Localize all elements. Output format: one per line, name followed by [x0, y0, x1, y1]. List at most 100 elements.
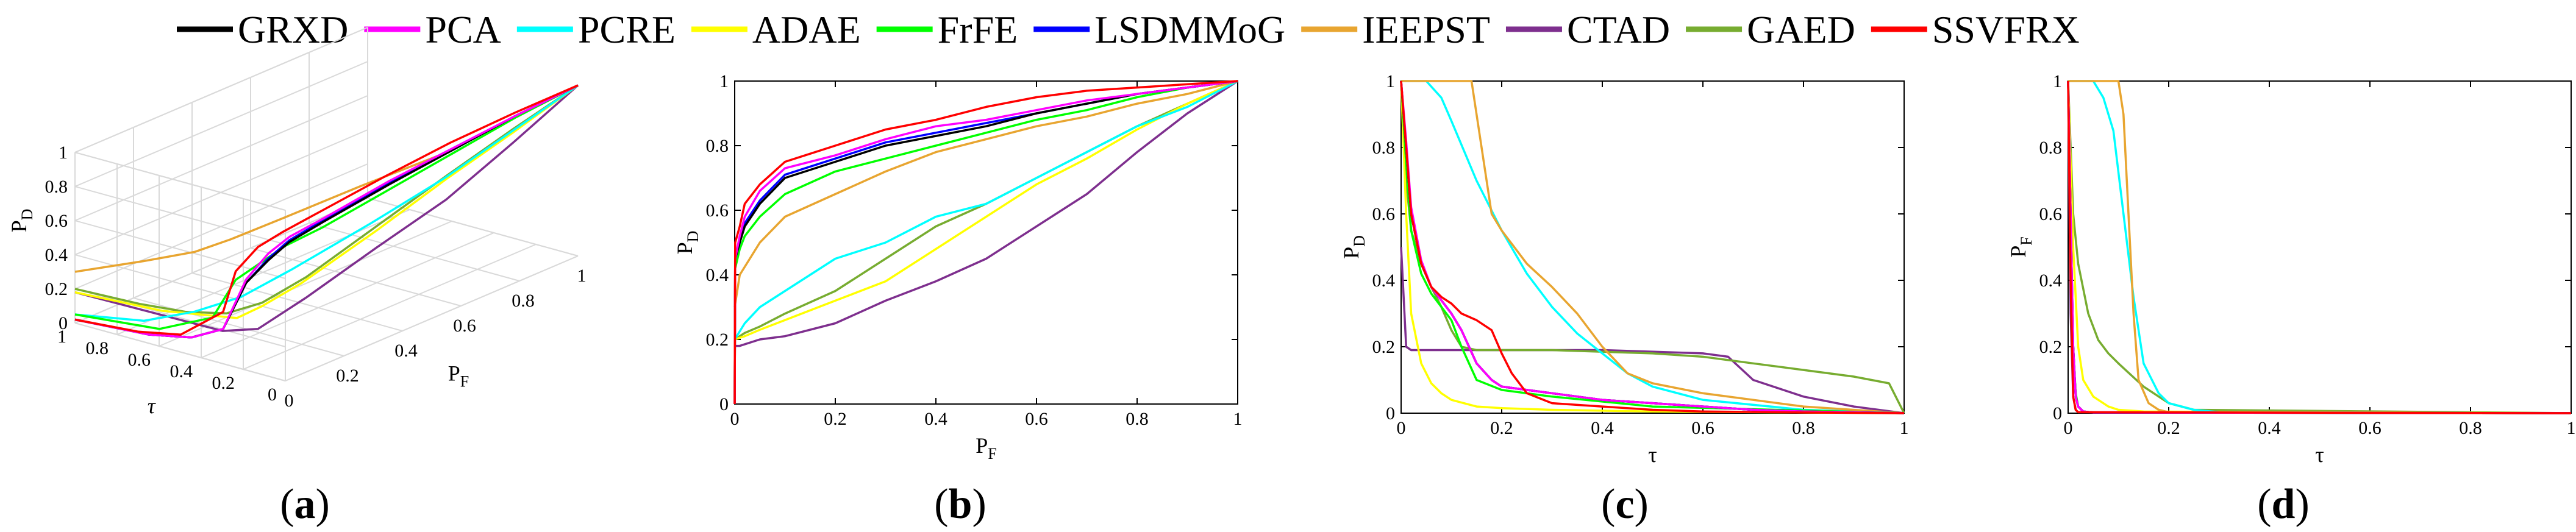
x-tick-label: 0.2: [2157, 418, 2180, 438]
y-tick-label: 1: [57, 327, 66, 347]
y-axis-label: PF: [2006, 236, 2035, 258]
y-axis-label: PD: [1339, 235, 1368, 259]
legend-label-pca: PCA: [425, 8, 501, 51]
z-tick-label: 0: [59, 313, 68, 333]
x-tick-label: 0.8: [2459, 418, 2482, 438]
series-line-adae: [734, 80, 1238, 341]
x-tick-label: 0.6: [1025, 409, 1048, 429]
x-tick-label: 0.6: [1691, 418, 1714, 438]
caption-a: (a): [280, 481, 330, 528]
grid-line: [74, 186, 286, 245]
legend-label-ctad: CTAD: [1567, 8, 1670, 51]
grid-line: [116, 209, 410, 335]
series-line-pca: [733, 80, 1238, 405]
panel-c-pd-vs-tau-plot: 0 0.2 0.4 0.6 0.8 1 0 0.2 0.4 0.6 0.8 1 τ PD: [1339, 71, 1909, 467]
series-line-frfe: [1400, 80, 1905, 414]
y-tick-label: 0: [719, 394, 729, 414]
x-axis-label: τ: [2315, 442, 2324, 467]
x-tick-label: 0.8: [1126, 409, 1149, 429]
series-line-pcre: [74, 84, 579, 322]
z-tick-label: 0.8: [45, 177, 68, 197]
caption-c: (c): [1601, 481, 1649, 528]
y-tick-label: 0: [2053, 403, 2062, 424]
series-line-ieepst: [733, 80, 1238, 308]
series-line-pca: [74, 84, 579, 339]
y-tick-label: 0.4: [170, 361, 193, 381]
x-tick-label: 0: [1397, 418, 1406, 438]
x-tick-label: 0.4: [394, 341, 418, 361]
x-tick-label: 0: [2064, 418, 2073, 438]
y-tick-label: 0.8: [706, 136, 729, 156]
box-edge: [74, 152, 286, 211]
x-tick-label: 1: [1900, 418, 1909, 438]
series-line-pcre: [1401, 80, 1905, 414]
series-line-ssvfrx: [74, 84, 579, 336]
x-tick-label: 1: [1233, 409, 1243, 429]
x-tick-label: 0.4: [2258, 418, 2281, 438]
series-line-grxd: [733, 80, 1238, 405]
y-tick-label: 0: [1386, 403, 1395, 424]
legend-label-gaed: GAED: [1747, 8, 1855, 51]
y-tick-label: 0.6: [128, 350, 151, 370]
z-tick-label: 0.4: [45, 245, 68, 265]
z-tick-label: 0.2: [45, 279, 68, 299]
y-tick-label: 0.2: [212, 373, 235, 393]
y-tick-label: 0.4: [706, 265, 729, 285]
y-tick-label: 0.2: [1372, 337, 1396, 357]
z-axis-label: PD: [7, 209, 36, 233]
y-axis-label: τ: [148, 394, 156, 418]
series-line-ssvfrx: [2067, 80, 2572, 414]
x-tick-label: 0: [730, 409, 740, 429]
grid-line: [309, 222, 520, 282]
grid-line: [201, 232, 494, 358]
legend-label-ssvfrx: SSVFRX: [1932, 8, 2080, 51]
y-tick-label: 0.8: [1372, 138, 1396, 158]
y-tick-label: 0: [268, 385, 277, 405]
series-line-pcre: [2068, 80, 2572, 414]
x-tick-label: 0.4: [1591, 418, 1614, 438]
x-tick-label: 0.2: [336, 366, 359, 386]
panel-a-3d-plot: 00.20.40.60.8110.80.60.40.2000.20.40.60.…: [7, 27, 587, 418]
series-line-ssvfrx: [1400, 80, 1905, 414]
panel-d-pf-vs-tau-plot: 0 0.2 0.4 0.6 0.8 1 0 0.2 0.4 0.6 0.8 1 τ PF: [2006, 71, 2576, 467]
y-tick-label: 0.6: [706, 200, 729, 221]
x-tick-label: 0.4: [924, 409, 947, 429]
legend: GRXD PCA PCRE ADAE FrFE LSDMMoG IEEPST CTAD GAED…: [177, 8, 2080, 51]
box-edge: [74, 322, 286, 381]
series-line-pca: [1400, 80, 1905, 414]
x-tick-label: 0.6: [2358, 418, 2382, 438]
box-edge: [74, 27, 368, 153]
series-line-ctad: [735, 80, 1238, 347]
series-line-adae: [1400, 80, 1905, 414]
legend-label-adae: ADAE: [752, 8, 861, 51]
caption-b: (b): [934, 481, 987, 528]
y-tick-label: 0.8: [2039, 138, 2063, 158]
y-tick-label: 0.8: [86, 338, 109, 358]
grid-line: [74, 61, 368, 187]
series-line-lsdmmog: [733, 80, 1238, 405]
series-line-pcre: [733, 80, 1238, 340]
y-tick-label: 1: [719, 71, 729, 91]
y-tick-label: 0.2: [2039, 337, 2063, 357]
y-tick-label: 1: [2053, 71, 2062, 91]
x-tick-label: 1: [577, 266, 587, 286]
y-tick-label: 1: [1386, 71, 1395, 91]
grid-line: [191, 272, 403, 332]
x-tick-label: 0.2: [824, 409, 847, 429]
y-tick-label: 0.6: [2039, 204, 2063, 224]
series-line-ssvfrx: [733, 80, 1238, 405]
series-line-ieepst: [1401, 80, 1905, 414]
x-axis-label: PF: [976, 433, 997, 463]
grid-line: [133, 297, 344, 356]
y-tick-label: 0.2: [706, 330, 729, 350]
series-line-ctad: [74, 84, 579, 332]
z-tick-label: 0.6: [45, 211, 68, 231]
series-line-ieepst: [2068, 80, 2572, 414]
grid-line: [74, 254, 286, 313]
x-tick-label: 0.8: [1792, 418, 1815, 438]
panel-b-roc-plot: 0 0.2 0.4 0.6 0.8 1 0 0.2 0.4 0.6 0.8 1 PF PD: [673, 71, 1243, 463]
x-tick-label: 0: [285, 391, 294, 411]
legend-label-lsdmmog: LSDMMoG: [1094, 8, 1285, 51]
series-line-ctad: [1400, 247, 1905, 414]
